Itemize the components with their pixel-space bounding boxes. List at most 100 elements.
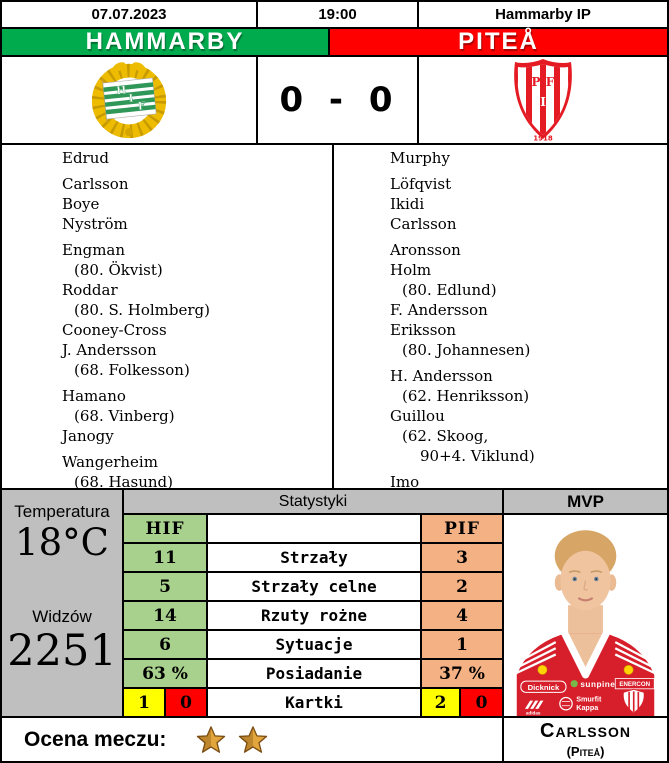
lineup-substitute: 90+4. Viklund)	[420, 447, 535, 465]
stat-label: Strzały celne	[251, 577, 377, 596]
lineup-substitute: (68. Hasund)	[74, 473, 173, 491]
lineup-player: Ikidi	[390, 195, 425, 213]
lineup-player: F. Andersson	[390, 301, 488, 319]
jersey-sponsor: sunpine	[580, 680, 615, 689]
mvp-player-name: Carlsson	[540, 719, 631, 742]
lineup-substitute: (80. Johannesen)	[402, 341, 531, 359]
crest-letter: F	[137, 99, 146, 113]
star-icon	[239, 725, 268, 753]
rating-stars	[196, 725, 268, 755]
lineup-substitute: (80. S. Holmberg)	[74, 301, 210, 319]
lineup-player: Carlsson	[62, 175, 129, 193]
stats-title: Statystyki	[124, 490, 502, 515]
away-red-cards: 0	[461, 689, 502, 716]
stat-row-corners: 14 Rzuty rożne 4	[124, 602, 502, 631]
hammarby-crest-icon: H I F	[91, 62, 167, 139]
temperature-label: Temperatura	[14, 502, 110, 521]
home-value: 11	[124, 544, 208, 571]
home-crest-cell: H I F	[2, 57, 258, 143]
stat-label: Posiadanie	[265, 664, 363, 683]
home-abbr: HIF	[124, 515, 208, 542]
lineup-player: H. Andersson	[390, 367, 493, 385]
conditions-panel: Temperatura 18°C Widzów 2251	[2, 490, 124, 716]
away-lineup: Murphy Löfqvist Ikidi Carlsson Aronsson Holm (…	[334, 145, 667, 491]
away-value: 4	[420, 602, 502, 629]
away-yellow-cards: 2	[420, 689, 461, 716]
home-team-name: HAMMARBY	[2, 28, 330, 55]
info-bar: 07.07.2023 19:00 Hammarby IP	[2, 2, 667, 29]
bottom-zone: Temperatura 18°C Widzów 2251 Statystyki …	[2, 490, 667, 761]
stats-header-row: HIF PIF	[124, 515, 502, 544]
lineup-substitute: (80. Ökvist)	[74, 261, 163, 279]
crest-letter: I	[128, 92, 134, 105]
crest-score-row: H I F 0 - 0	[2, 57, 667, 145]
match-rating-row: Ocena meczu:	[2, 716, 502, 761]
away-value: 37 %	[420, 660, 502, 687]
home-lineup: Edrud Carlsson Boye Nyström Engman (80. Ökvis…	[2, 145, 334, 491]
temperature-value: 18°C	[15, 521, 109, 564]
jersey-brand: adidas	[526, 710, 541, 715]
mvp-photo: Dicknick sunpine ENERCON Smurfit Kappa a…	[504, 515, 667, 716]
stat-row-shots: 11 Strzały 3	[124, 544, 502, 573]
team-name-bar: HAMMARBY PITEÅ	[2, 28, 667, 57]
player-portrait-icon: Dicknick sunpine ENERCON Smurfit Kappa a…	[508, 519, 663, 716]
jersey-sponsor: Smurfit	[576, 696, 602, 704]
kickoff-time: 19:00	[258, 2, 419, 27]
stats-table: Statystyki HIF PIF 11 Strzały 3 5 Strzał…	[124, 490, 502, 716]
crest-year: 1918	[533, 135, 553, 143]
jersey-sponsor: Kappa	[576, 704, 599, 712]
lineup-player: Engman	[62, 241, 126, 259]
star-icon	[197, 725, 226, 753]
lineup-player: Imo	[390, 473, 420, 491]
lineup-player: Hamano	[62, 387, 126, 405]
lineup-player: Guillou	[390, 407, 445, 425]
stat-label: Rzuty rożne	[261, 606, 367, 625]
crest-letter: P	[531, 75, 540, 89]
mvp-name-cell: Carlsson (Piteå)	[504, 716, 667, 761]
rating-label: Ocena meczu:	[24, 727, 167, 751]
stat-row-cards: 1 0 Kartki 2 0	[124, 689, 502, 716]
away-value: 2	[420, 573, 502, 600]
jersey-sponsor: Dicknick	[528, 683, 560, 692]
lineup-player: Murphy	[390, 149, 450, 167]
lineup-player: Carlsson	[390, 215, 457, 233]
stats-and-rating: Temperatura 18°C Widzów 2251 Statystyki …	[2, 490, 504, 761]
away-abbr: PIF	[420, 515, 502, 542]
spacer	[208, 515, 420, 542]
cards-label: Kartki	[285, 693, 343, 712]
lineup-player: Janogy	[62, 427, 114, 445]
lineup-substitute: (80. Edlund)	[402, 281, 497, 299]
lineup-player: Löfqvist	[390, 175, 452, 193]
mvp-title: MVP	[504, 490, 667, 515]
lineup-player: Edrud	[62, 149, 109, 167]
away-value: 1	[420, 631, 502, 658]
lineup-player: Roddar	[62, 281, 118, 299]
lineup-substitute: (62. Henriksson)	[402, 387, 530, 405]
jersey-sponsor: ENERCON	[619, 681, 650, 688]
lineup-player: J. Andersson	[62, 341, 157, 359]
lineup-substitute: (68. Vinberg)	[74, 407, 175, 425]
stat-row-possession: 63 % Posiadanie 37 %	[124, 660, 502, 689]
stat-row-shots-on-target: 5 Strzały celne 2	[124, 573, 502, 602]
lineup-player: Aronsson	[390, 241, 461, 259]
home-value: 14	[124, 602, 208, 629]
crest-letter: I	[540, 95, 546, 109]
scoreline: 0 - 0	[279, 80, 396, 120]
lineup-substitute: (62. Skoog,	[402, 427, 489, 445]
venue: Hammarby IP	[495, 6, 591, 23]
away-team-name: PITEÅ	[330, 28, 667, 55]
lineup-player: Wangerheim	[62, 453, 158, 471]
attendance-value: 2251	[7, 625, 117, 676]
lineups: Edrud Carlsson Boye Nyström Engman (80. Ökvis…	[2, 145, 667, 491]
score-cell: 0 - 0	[258, 57, 419, 143]
stats-zone: Temperatura 18°C Widzów 2251 Statystyki …	[2, 490, 502, 716]
away-crest-cell: P I F 1918	[419, 57, 667, 143]
away-value: 3	[420, 544, 502, 571]
crest-letter: F	[546, 75, 555, 89]
crest-letter: H	[116, 83, 127, 97]
lineup-player: Nyström	[62, 215, 128, 233]
match-date: 07.07.2023	[2, 2, 258, 27]
mvp-panel: MVP	[504, 490, 667, 761]
stat-row-chances: 6 Sytuacje 1	[124, 631, 502, 660]
